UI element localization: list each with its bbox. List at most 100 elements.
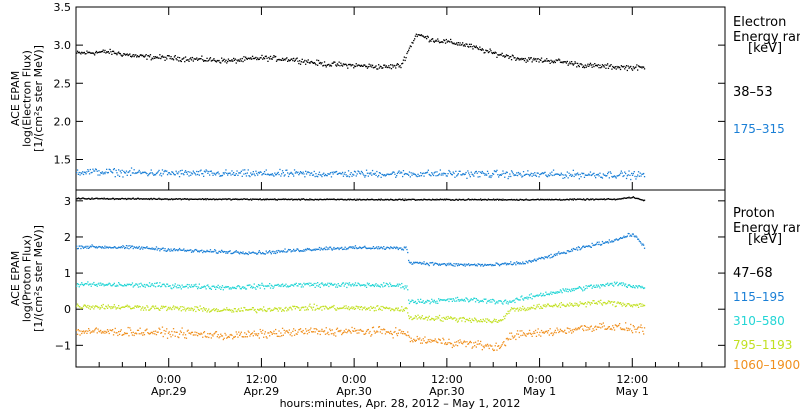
data-point [209,58,211,60]
data-point [502,303,504,305]
data-point [203,331,206,333]
data-point [476,321,478,323]
data-point [461,174,463,176]
data-point [338,330,340,332]
data-point [83,246,85,248]
data-point [305,306,307,308]
data-point [136,55,139,57]
data-point [165,250,167,252]
data-point [92,168,94,170]
data-point [116,172,118,174]
data-point [260,199,262,201]
data-point [239,288,242,290]
data-point [387,66,389,69]
data-point [450,199,452,201]
data-point [543,60,545,62]
data-point [136,247,139,249]
data-point [565,175,568,177]
data-point [613,66,615,69]
data-point [229,172,231,174]
data-point [190,284,193,286]
data-point [412,42,414,44]
data-point [218,287,220,289]
data-point [82,305,85,307]
data-point [118,52,121,55]
data-point [335,199,338,201]
data-point [587,329,589,331]
data-point [537,198,539,200]
data-point [353,308,356,310]
data-point [163,56,165,58]
data-point [221,175,223,177]
data-point [211,285,213,288]
data-point [429,319,431,321]
data-point [148,173,150,176]
data-point [232,309,234,312]
data-point [617,67,619,69]
data-point [234,335,236,338]
data-point [263,199,266,201]
data-point [403,246,405,248]
data-point [583,246,586,248]
data-point [179,198,182,200]
data-point [273,198,275,201]
data-point [166,283,168,285]
data-point [237,251,239,253]
data-point [512,173,514,175]
data-point [240,307,242,309]
data-point [329,329,332,332]
data-point [430,301,432,303]
data-point [211,59,213,62]
data-point [87,52,89,54]
data-point [131,55,134,57]
data-point [199,58,201,60]
data-point [528,296,530,299]
data-point [212,251,214,253]
data-point [619,174,621,176]
data-point [593,329,595,332]
data-point [365,169,368,171]
data-point [103,307,105,310]
data-point [112,197,115,200]
data-point [285,58,287,60]
data-point [499,346,502,349]
data-point [209,198,211,200]
data-point [213,198,215,200]
data-point [94,198,96,200]
data-point [218,310,220,312]
data-point [90,331,92,333]
data-point [281,198,284,200]
data-point [258,309,260,311]
data-point [539,58,541,61]
data-point [487,198,490,200]
data-point [127,284,129,286]
data-point [188,249,190,252]
data-point [81,197,83,200]
data-point [255,310,257,313]
data-point [365,199,367,201]
data-point [540,198,542,200]
data-point [586,174,588,176]
data-point [551,332,553,334]
data-point [426,171,429,173]
data-point [625,305,627,308]
data-point [323,305,325,308]
data-point [462,317,464,319]
data-point [76,329,78,331]
data-point [133,285,135,287]
data-point [462,264,465,267]
data-point [292,250,294,252]
data-point [267,198,269,201]
data-point [640,199,642,201]
data-point [99,331,101,333]
data-point [161,326,164,328]
data-point [84,283,86,285]
data-point [242,198,244,200]
data-point [607,173,609,175]
data-point [609,171,611,173]
data-point [214,286,216,288]
data-point [274,172,276,174]
data-point [577,172,579,174]
data-point [341,333,343,336]
data-point [342,282,345,284]
